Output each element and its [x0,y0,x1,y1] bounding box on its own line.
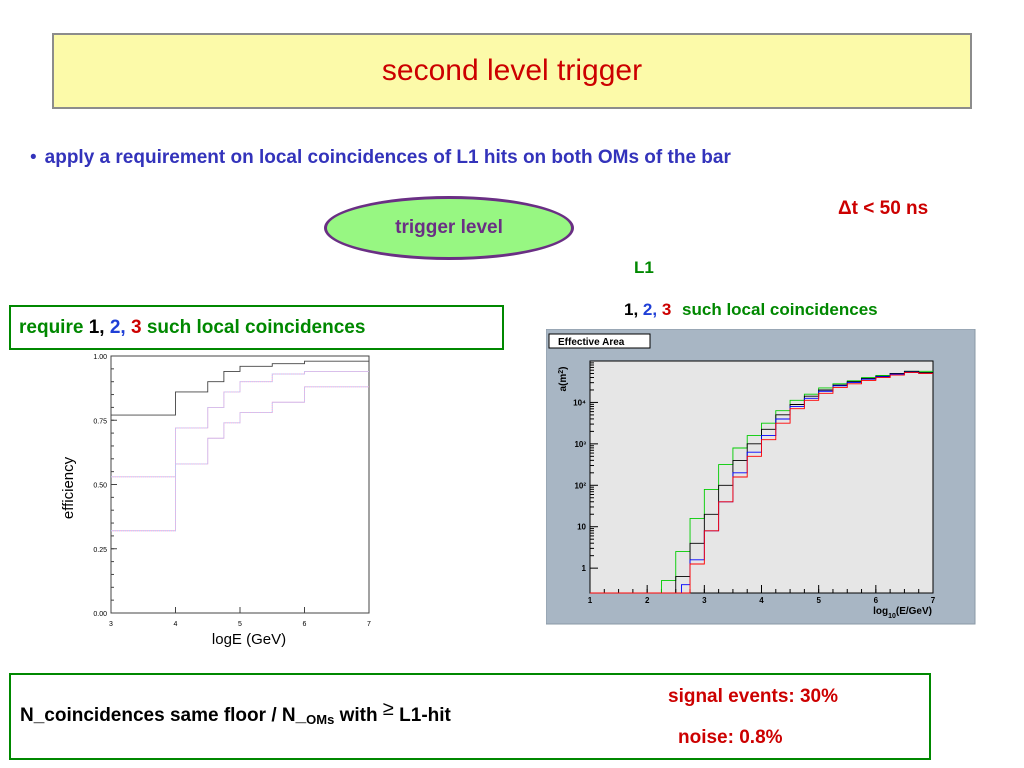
bottom-box [9,673,931,760]
x-tick-label: 6 [303,621,307,628]
formula-part1: N_coincidences same floor / N_ [20,705,307,726]
y-tick-label: 10 [577,523,586,532]
bullet-point: • apply a requirement on local coincidenc… [30,147,731,169]
ge-symbol: ≥ [382,698,394,720]
x-tick-label: 7 [931,596,936,605]
x-tick-label: 5 [238,621,242,628]
trigger-level-ellipse: trigger level [324,196,574,260]
formula: N_coincidences same floor / N_OMs with ≥… [20,698,451,727]
page-title: second level trigger [381,54,643,87]
chart-title: Effective Area [558,337,625,348]
plot-frame [589,360,934,594]
y-tick-label: 0.00 [93,611,107,618]
efficiency-series-5 [111,386,369,532]
coinc-n2: 2, [642,300,658,319]
efficiency-series-1 [111,360,369,416]
right-coincidence-caption: 1, 2, 3 such local coincidences [624,300,878,320]
x-tick-label: 4 [174,621,178,628]
y-tick-label: 10⁴ [573,398,586,407]
l1-label: L1 [634,258,654,277]
y-tick-label: 1.00 [93,354,107,361]
x-tick-label: 3 [109,621,113,628]
coinc-n3: 3 [661,300,672,319]
trigger-level-label: trigger level [395,217,503,238]
y-tick-label: 10² [574,481,586,490]
require-n1: 1, [88,316,105,338]
signal-events: signal events: 30% [668,686,839,707]
coinc-text: such local coincidences [682,300,878,319]
x-tick-label: 5 [816,596,821,605]
x-tick-label: 2 [645,596,650,605]
coinc-n1: 1, [624,300,639,319]
y-tick-label: 0.25 [93,547,107,554]
x-axis-label: log10(E/GeV) [873,606,932,620]
plot-frame [110,355,370,614]
effective-area-chart: Effective Area 1 10 10² 10³ 10⁴ 1 2 3 4 5 6 7 a(m2… [546,329,976,625]
require-box: require 1, 2, 3 such local coincidences [9,305,504,350]
chart-title-box [548,333,651,349]
title-box: second level trigger [52,33,972,109]
formula-sub: OMs [306,712,335,727]
y-tick-label: 1 [582,564,587,573]
y-tick-label: 10³ [574,440,586,449]
x-tick-label: 1 [588,596,593,605]
y-tick-label: 0.75 [93,418,107,425]
require-n3: 3 [130,316,142,338]
y-tick-label: 0.50 [93,483,107,490]
effective-area-series-4 [590,372,933,594]
require-prefix: require [19,316,84,338]
x-tick-label: 7 [367,621,371,628]
require-text: such local coincidences [146,316,366,338]
require-n2: 2, [109,316,126,338]
x-tick-label: 3 [702,596,707,605]
bullet-dot-icon: • [30,147,37,168]
efficiency-chart: 0.00 0.25 0.50 0.75 1.00 3 4 5 6 7 efficiency lo… [60,354,371,648]
y-axis-label: a(m2) [558,366,570,391]
x-tick-label: 4 [759,596,764,605]
noise-value: noise: 0.8% [678,727,783,748]
formula-part2: with [334,705,378,726]
x-axis-label: logE (GeV) [212,631,286,648]
formula-part3: L1-hit [393,705,451,726]
efficiency-series-4 [111,370,369,478]
dt-condition: Δt < 50 ns [838,198,929,219]
y-axis-label: efficiency [60,456,77,519]
x-tick-label: 6 [874,596,879,605]
bullet-text: apply a requirement on local coincidence… [44,147,731,168]
